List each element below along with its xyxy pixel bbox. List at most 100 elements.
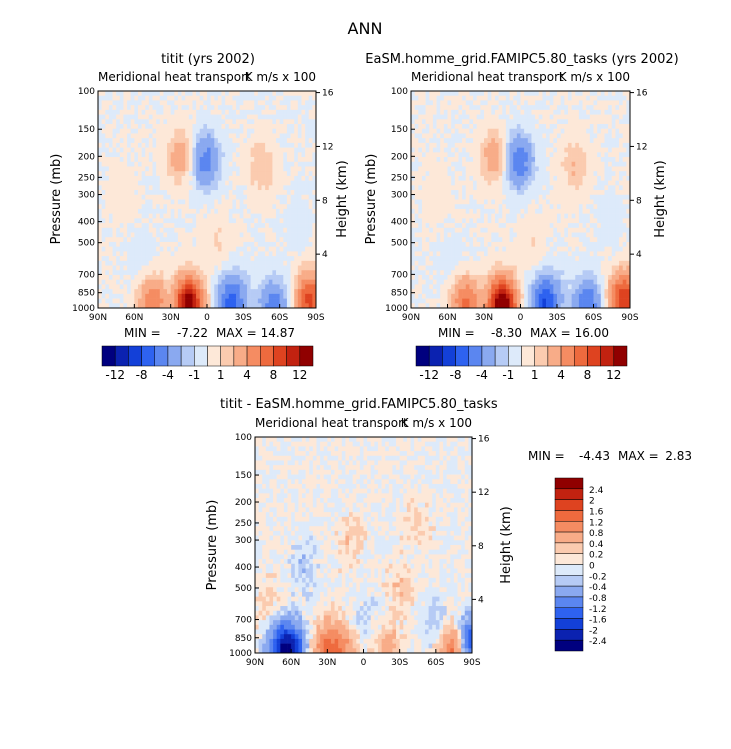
heatmap-cell [466,185,470,190]
heatmap-cell [251,228,255,233]
heatmap-cell [174,275,178,280]
heatmap-cell [229,133,233,138]
heatmap-cell [568,152,572,157]
heatmap-cell [437,261,441,266]
heatmap-cell [415,157,419,162]
heatmap-cell [444,110,448,115]
heatmap-cell [280,152,284,157]
heatmap-cell [178,110,182,115]
heatmap-cell [196,162,200,167]
heatmap-cell [433,143,437,148]
heatmap-cell [222,105,226,110]
heatmap-cell [531,133,535,138]
heatmap-cell [561,143,565,148]
heatmap-cell [142,200,146,205]
heatmap-cell [207,294,211,299]
heatmap-cell [192,284,196,289]
heatmap-cell [531,242,535,247]
heatmap-cell [608,148,612,153]
heatmap-cell [298,115,302,120]
heatmap-cell [513,152,517,157]
heatmap-cell [462,166,466,171]
heatmap-cell [153,228,157,233]
heatmap-cell [113,256,117,261]
heatmap-cell [211,138,215,143]
heatmap-cell [451,152,455,157]
heatmap-cell [189,124,193,129]
heatmap-cell [298,176,302,181]
heatmap-cell [182,280,186,285]
heatmap-cell [444,143,448,148]
heatmap-cell [131,270,135,275]
heatmap-cell [156,162,160,167]
heatmap-cell [182,261,186,266]
heatmap-cell [171,284,175,289]
heatmap-cell [499,223,503,228]
heatmap-cell [608,190,612,195]
heatmap-cell [469,105,473,110]
heatmap-cell [167,115,171,120]
heatmap-cell [437,157,441,162]
heatmap-cell [451,162,455,167]
heatmap-cell [531,181,535,186]
heatmap-cell [298,251,302,256]
heatmap-cell [462,261,466,266]
heatmap-cell [502,105,506,110]
heatmap-cell [240,233,244,238]
heatmap-cell [291,204,295,209]
heatmap-cell [455,133,459,138]
heatmap-cell [134,280,138,285]
heatmap-cell [236,115,240,120]
heatmap-cell [561,185,565,190]
heatmap-cell [473,171,477,176]
heatmap-cell [167,209,171,214]
heatmap-cell [502,247,506,252]
heatmap-cell [116,157,120,162]
heatmap-cell [214,115,218,120]
heatmap-cell [272,228,276,233]
heatmap-cell [236,275,240,280]
heatmap-cell [524,129,528,134]
heatmap-cell [415,100,419,105]
heatmap-cell [174,200,178,205]
heatmap-cell [480,157,484,162]
heatmap-cell [513,228,517,233]
heatmap-cell [458,105,462,110]
heatmap-cell [189,266,193,271]
heatmap-cell [517,242,521,247]
heatmap-cell [109,237,113,242]
heatmap-cell [262,200,266,205]
heatmap-cell [491,185,495,190]
heatmap-cell [163,171,167,176]
heatmap-cell [466,204,470,209]
heatmap-cell [473,148,477,153]
heatmap-cell [265,280,269,285]
heatmap-cell [491,143,495,148]
heatmap-cell [192,157,196,162]
heatmap-cell [484,176,488,181]
heatmap-cell [528,204,532,209]
heatmap-cell [557,157,561,162]
heatmap-cell [597,166,601,171]
heatmap-cell [283,270,287,275]
heatmap-cell [429,228,433,233]
heatmap-cell [301,181,305,186]
heatmap-cell [469,171,473,176]
heatmap-cell [142,91,146,96]
heatmap-cell [586,218,590,223]
heatmap-cell [539,176,543,181]
heatmap-cell [171,275,175,280]
heatmap-cell [116,294,120,299]
heatmap-cell [451,138,455,143]
heatmap-cell [458,247,462,252]
heatmap-cell [513,185,517,190]
heatmap-cell [105,138,109,143]
heatmap-cell [429,96,433,101]
heatmap-cell [623,143,627,148]
heatmap-cell [283,96,287,101]
heatmap-cell [309,289,313,294]
heatmap-cell [123,105,127,110]
heatmap-cell [229,143,233,148]
heatmap-cell [149,289,153,294]
heatmap-cell [225,157,229,162]
